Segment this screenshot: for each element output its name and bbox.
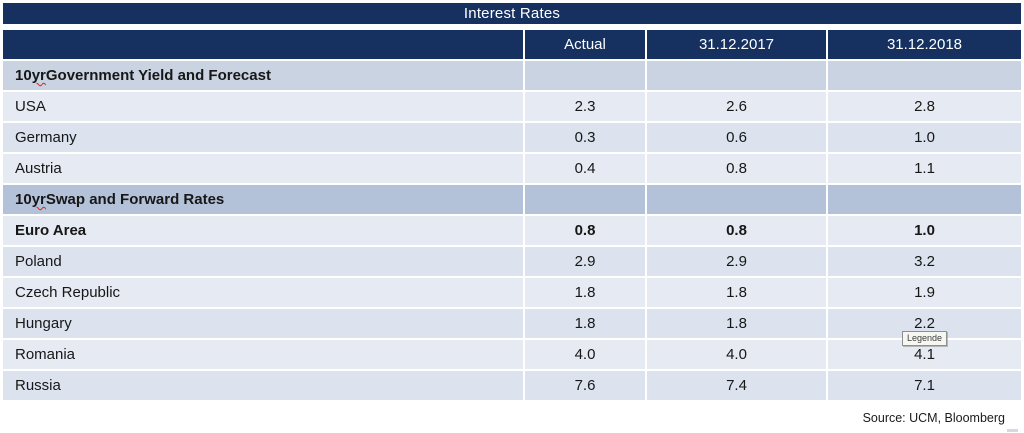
row-label: Hungary bbox=[3, 309, 523, 338]
cell-2017: 1.8 bbox=[647, 278, 826, 307]
row-label: 10 yr Swap and Forward Rates bbox=[3, 185, 523, 214]
row-label: Euro Area bbox=[3, 216, 523, 245]
table-row: Austria 0.4 0.8 1.1 bbox=[3, 154, 1021, 183]
table-title: Interest Rates bbox=[3, 3, 1021, 24]
row-label: Czech Republic bbox=[3, 278, 523, 307]
cell-2018 bbox=[828, 61, 1021, 90]
cell-2017: 2.9 bbox=[647, 247, 826, 276]
table-body: 10 yr Government Yield and Forecast USA 2.… bbox=[3, 61, 1021, 400]
screen-edge-artifact bbox=[1007, 429, 1018, 432]
cell-2018: 1.9 bbox=[828, 278, 1021, 307]
row-label: 10 yr Government Yield and Forecast bbox=[3, 61, 523, 90]
cell-actual: 0.8 bbox=[525, 216, 645, 245]
header-cell-empty bbox=[3, 30, 523, 59]
table-row: Germany 0.3 0.6 1.0 bbox=[3, 123, 1021, 152]
cell-2018 bbox=[828, 185, 1021, 214]
cell-2017: 7.4 bbox=[647, 371, 826, 400]
header-cell-2018: 31.12.2018 bbox=[828, 30, 1021, 59]
table-row: Euro Area 0.8 0.8 1.0 bbox=[3, 216, 1021, 245]
interest-rates-table: Interest Rates Actual 31.12.2017 31.12.2… bbox=[3, 3, 1021, 400]
header-cell-actual: Actual bbox=[525, 30, 645, 59]
row-label: Germany bbox=[3, 123, 523, 152]
cell-2017: 0.8 bbox=[647, 154, 826, 183]
cell-2017: 2.6 bbox=[647, 92, 826, 121]
table-row: Hungary 1.8 1.8 2.2 bbox=[3, 309, 1021, 338]
table-row: Russia 7.6 7.4 7.1 bbox=[3, 371, 1021, 400]
header-cell-2017: 31.12.2017 bbox=[647, 30, 826, 59]
cell-actual: 1.8 bbox=[525, 278, 645, 307]
table-row: Poland 2.9 2.9 3.2 bbox=[3, 247, 1021, 276]
table-header-row: Actual 31.12.2017 31.12.2018 bbox=[3, 30, 1021, 59]
source-note: Source: UCM, Bloomberg bbox=[862, 411, 1005, 425]
cell-actual bbox=[525, 61, 645, 90]
row-label: USA bbox=[3, 92, 523, 121]
row-label: Poland bbox=[3, 247, 523, 276]
row-label: Austria bbox=[3, 154, 523, 183]
cell-2018: 1.0 bbox=[828, 123, 1021, 152]
section-row: 10 yr Swap and Forward Rates bbox=[3, 185, 1021, 214]
cell-2017: 4.0 bbox=[647, 340, 826, 369]
cell-2018: 1.0 bbox=[828, 216, 1021, 245]
row-label: Romania bbox=[3, 340, 523, 369]
cell-2017 bbox=[647, 185, 826, 214]
cell-actual: 2.3 bbox=[525, 92, 645, 121]
cell-actual: 4.0 bbox=[525, 340, 645, 369]
cell-2017: 0.6 bbox=[647, 123, 826, 152]
section-row: 10 yr Government Yield and Forecast bbox=[3, 61, 1021, 90]
cell-actual bbox=[525, 185, 645, 214]
legende-tooltip: Legende bbox=[902, 331, 948, 346]
table-row: Czech Republic 1.8 1.8 1.9 bbox=[3, 278, 1021, 307]
cell-2018: 2.8 bbox=[828, 92, 1021, 121]
cell-actual: 2.9 bbox=[525, 247, 645, 276]
cell-actual: 7.6 bbox=[525, 371, 645, 400]
cell-actual: 0.4 bbox=[525, 154, 645, 183]
table-row: USA 2.3 2.6 2.8 bbox=[3, 92, 1021, 121]
table-row: Romania 4.0 4.0 4.1 bbox=[3, 340, 1021, 369]
cell-2018: 7.1 bbox=[828, 371, 1021, 400]
cell-2017: 0.8 bbox=[647, 216, 826, 245]
cell-actual: 1.8 bbox=[525, 309, 645, 338]
spellcheck-underline: yr bbox=[31, 191, 46, 208]
cell-2017: 1.8 bbox=[647, 309, 826, 338]
cell-actual: 0.3 bbox=[525, 123, 645, 152]
cell-2018: 3.2 bbox=[828, 247, 1021, 276]
spellcheck-underline: yr bbox=[31, 67, 46, 84]
cell-2017 bbox=[647, 61, 826, 90]
row-label: Russia bbox=[3, 371, 523, 400]
cell-2018: 1.1 bbox=[828, 154, 1021, 183]
